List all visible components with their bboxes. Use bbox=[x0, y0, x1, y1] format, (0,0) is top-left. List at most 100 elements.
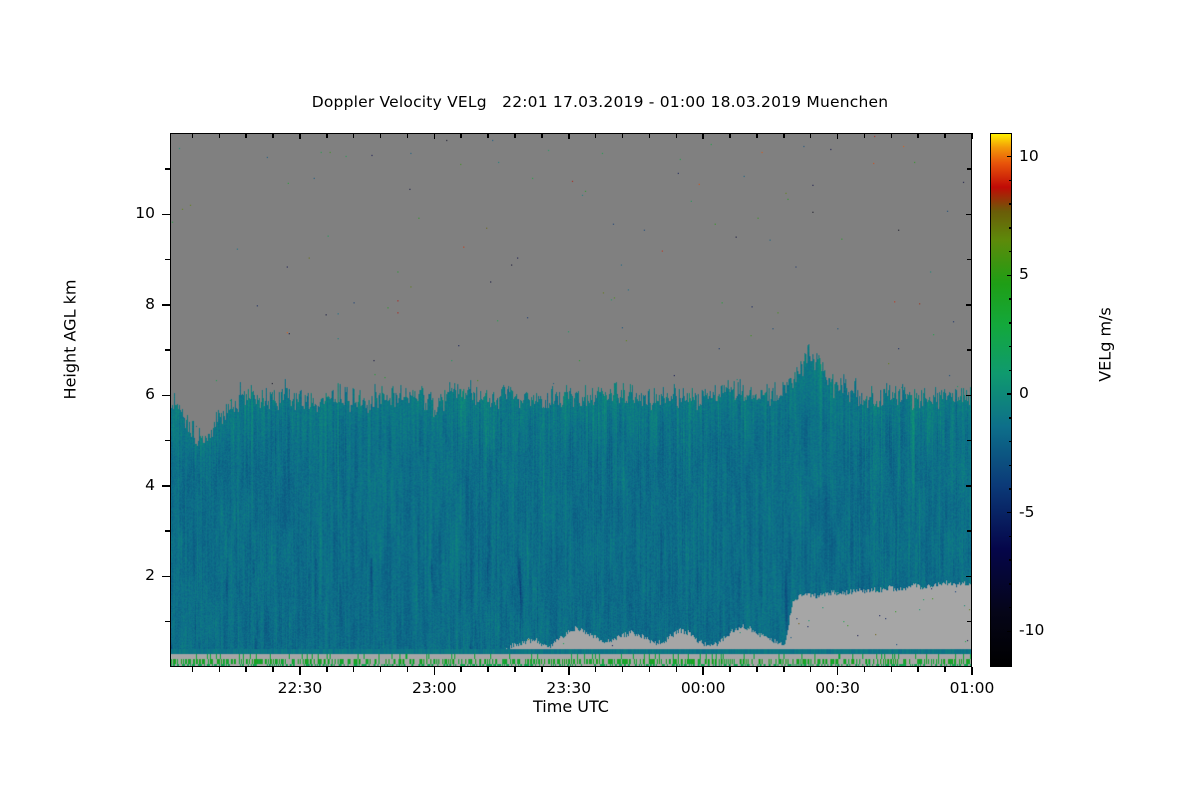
y-tick-label: 2 bbox=[145, 566, 155, 585]
x-tick-mark-top bbox=[702, 133, 704, 139]
x-tick-mark-top bbox=[971, 133, 973, 139]
colorbar-title: VELg m/s bbox=[1095, 307, 1115, 382]
y-minor-tick-right bbox=[967, 620, 972, 623]
x-tick-mark-top bbox=[836, 133, 839, 139]
x-minor-tick bbox=[863, 667, 866, 672]
colorbar-minor-tick bbox=[1009, 583, 1012, 585]
y-minor-tick-right bbox=[967, 258, 972, 261]
y-minor-tick-right bbox=[967, 530, 972, 532]
colorbar-minor-tick bbox=[1009, 250, 1012, 253]
x-minor-tick bbox=[729, 667, 731, 672]
x-tick-label: 23:00 bbox=[411, 679, 457, 697]
y-minor-tick bbox=[165, 530, 170, 532]
x-minor-tick bbox=[352, 667, 355, 672]
colorbar-minor-tick bbox=[1009, 440, 1012, 443]
x-minor-tick bbox=[272, 667, 274, 672]
colorbar-tick-mark bbox=[1007, 155, 1012, 158]
x-minor-tick-top bbox=[487, 133, 489, 138]
x-minor-tick-top bbox=[460, 133, 462, 138]
x-minor-tick bbox=[675, 667, 678, 672]
colorbar-minor-tick bbox=[1009, 606, 1012, 609]
x-minor-tick bbox=[460, 667, 462, 672]
plot-area bbox=[170, 133, 972, 667]
y-minor-tick bbox=[165, 439, 170, 442]
x-minor-tick bbox=[594, 667, 597, 672]
y-tick-mark bbox=[162, 575, 170, 578]
colorbar-tick-mark bbox=[1007, 393, 1012, 395]
x-minor-tick bbox=[541, 667, 543, 672]
colorbar-minor-tick bbox=[1009, 203, 1012, 205]
x-tick-mark-top bbox=[568, 133, 570, 139]
x-minor-tick-top bbox=[729, 133, 731, 138]
x-tick-mark-top bbox=[433, 133, 436, 139]
colorbar-minor-tick bbox=[1009, 227, 1012, 229]
x-tick-mark bbox=[433, 667, 436, 675]
x-minor-tick-top bbox=[621, 133, 624, 138]
y-axis-title: Height AGL km bbox=[60, 279, 80, 400]
y-minor-tick bbox=[165, 349, 170, 351]
y-tick-mark bbox=[162, 213, 170, 216]
x-minor-tick-top bbox=[783, 133, 785, 138]
heatmap-canvas bbox=[171, 134, 971, 666]
x-minor-tick-top bbox=[594, 133, 597, 138]
x-minor-tick bbox=[809, 667, 812, 672]
colorbar-tick-label: 0 bbox=[1019, 384, 1029, 403]
x-minor-tick bbox=[648, 667, 651, 672]
y-tick-mark-right bbox=[966, 575, 972, 578]
y-minor-tick-right bbox=[967, 349, 972, 351]
x-minor-tick-top bbox=[809, 133, 812, 138]
x-minor-tick bbox=[890, 667, 893, 672]
x-minor-tick bbox=[783, 667, 785, 672]
colorbar-minor-tick bbox=[1009, 535, 1012, 538]
y-tick-mark bbox=[162, 304, 170, 306]
y-tick-label: 4 bbox=[145, 475, 155, 494]
y-tick-label: 6 bbox=[145, 385, 155, 404]
x-tick-mark-top bbox=[299, 133, 301, 139]
x-tick-label: 23:30 bbox=[546, 679, 592, 697]
x-minor-tick-top bbox=[272, 133, 274, 138]
x-minor-tick-top bbox=[514, 133, 516, 138]
colorbar bbox=[990, 133, 1012, 667]
y-minor-tick bbox=[165, 258, 170, 261]
x-minor-tick bbox=[917, 667, 919, 672]
y-tick-mark bbox=[162, 394, 170, 397]
x-axis-title: Time UTC bbox=[533, 697, 609, 716]
colorbar-minor-tick bbox=[1009, 179, 1012, 182]
x-minor-tick-top bbox=[541, 133, 543, 138]
x-minor-tick bbox=[487, 667, 489, 672]
x-minor-tick bbox=[191, 667, 194, 672]
x-minor-tick bbox=[379, 667, 382, 672]
x-minor-tick bbox=[218, 667, 221, 672]
y-tick-mark-right bbox=[966, 485, 972, 487]
x-tick-label: 22:30 bbox=[277, 679, 323, 697]
x-tick-label: 01:00 bbox=[949, 679, 995, 697]
colorbar-tick-mark bbox=[1007, 274, 1012, 277]
x-minor-tick-top bbox=[218, 133, 221, 138]
x-minor-tick bbox=[514, 667, 516, 672]
colorbar-minor-tick bbox=[1009, 417, 1012, 419]
y-tick-label: 8 bbox=[145, 294, 155, 313]
x-minor-tick bbox=[406, 667, 409, 672]
x-minor-tick bbox=[756, 667, 758, 672]
x-tick-mark bbox=[971, 667, 973, 675]
colorbar-minor-tick bbox=[1009, 369, 1012, 372]
y-minor-tick bbox=[165, 168, 170, 170]
page-title: Doppler Velocity VELg 22:01 17.03.2019 -… bbox=[311, 93, 889, 111]
x-minor-tick-top bbox=[917, 133, 919, 138]
x-minor-tick bbox=[944, 667, 946, 672]
colorbar-tick-label: -10 bbox=[1019, 621, 1045, 640]
colorbar-minor-tick bbox=[1009, 559, 1012, 561]
colorbar-tick-mark bbox=[1007, 630, 1012, 633]
x-minor-tick-top bbox=[863, 133, 866, 138]
x-minor-tick-top bbox=[756, 133, 758, 138]
x-minor-tick-top bbox=[675, 133, 678, 138]
x-minor-tick-top bbox=[890, 133, 893, 138]
y-minor-tick-right bbox=[967, 168, 972, 170]
x-minor-tick-top bbox=[245, 133, 247, 138]
x-minor-tick bbox=[326, 667, 328, 672]
x-minor-tick-top bbox=[406, 133, 409, 138]
x-minor-tick-top bbox=[944, 133, 946, 138]
colorbar-tick-label: 10 bbox=[1019, 146, 1039, 165]
colorbar-minor-tick bbox=[1009, 345, 1012, 348]
